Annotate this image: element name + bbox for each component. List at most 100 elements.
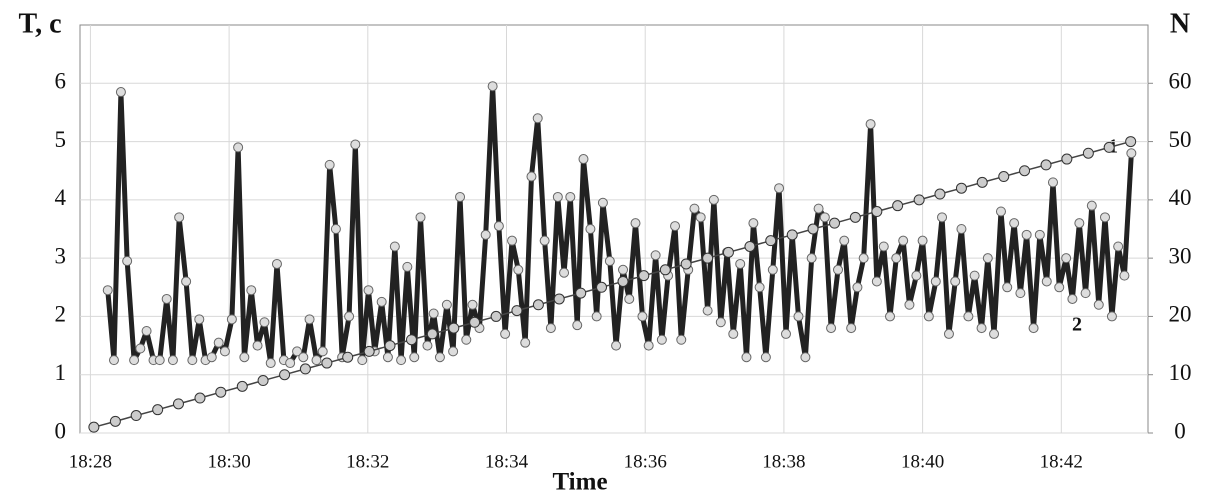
data-point	[793, 311, 804, 322]
data-point	[122, 256, 133, 267]
x-tick-label: 18:40	[901, 451, 944, 472]
data-point	[1082, 147, 1094, 159]
data-point	[141, 326, 152, 336]
data-point	[513, 264, 524, 275]
series-line	[105, 83, 1134, 366]
data-point	[618, 264, 629, 275]
data-point	[507, 235, 518, 246]
x-tick-label: 18:38	[762, 451, 805, 472]
data-point	[695, 212, 706, 223]
y-tick-label: 0	[55, 418, 67, 443]
data-point	[299, 363, 311, 375]
data-point	[559, 267, 570, 278]
data-point	[998, 171, 1010, 183]
data-point	[963, 311, 974, 322]
data-point	[102, 285, 113, 296]
data-point	[597, 197, 608, 208]
data-point	[511, 305, 523, 317]
data-point	[215, 386, 227, 398]
data-point	[585, 224, 596, 234]
data-point	[934, 188, 946, 200]
data-point	[904, 299, 915, 310]
data-point	[891, 253, 902, 264]
data-point	[285, 358, 296, 369]
data-point	[490, 310, 502, 322]
y-tick-label: 2	[55, 302, 67, 327]
data-point	[708, 194, 719, 205]
y2-tick-label: 10	[1169, 360, 1192, 385]
data-point	[532, 299, 544, 311]
data-point	[545, 323, 556, 334]
data-point	[384, 340, 396, 352]
y-tick-label: 5	[55, 127, 67, 152]
data-point	[950, 276, 961, 287]
data-point	[382, 352, 393, 363]
data-point	[487, 81, 498, 92]
data-point	[849, 211, 861, 223]
data-point	[415, 212, 426, 223]
data-point	[572, 320, 583, 331]
data-point	[715, 317, 726, 328]
data-point	[434, 352, 445, 363]
data-point	[829, 217, 841, 229]
data-point	[194, 392, 206, 404]
data-point	[969, 270, 980, 281]
data-point	[130, 410, 142, 422]
data-point	[976, 323, 987, 334]
data-point	[1093, 299, 1104, 310]
data-point	[826, 323, 837, 334]
data-point	[702, 252, 714, 264]
data-point	[702, 305, 713, 316]
data-point	[363, 345, 375, 357]
data-point	[1015, 288, 1026, 299]
data-point	[88, 421, 100, 433]
data-point	[428, 308, 439, 319]
y2-tick-label: 30	[1169, 243, 1192, 268]
data-point	[1106, 311, 1117, 322]
data-point	[878, 241, 889, 252]
data-point	[806, 253, 817, 264]
data-point	[1100, 212, 1111, 223]
data-point	[135, 343, 146, 354]
data-point	[1019, 165, 1031, 177]
data-point	[1103, 141, 1115, 153]
data-point	[115, 87, 126, 98]
data-point	[194, 314, 205, 325]
data-point	[1067, 293, 1078, 304]
data-point	[741, 352, 752, 363]
data-point	[624, 293, 635, 304]
data-point	[1074, 218, 1085, 229]
data-point	[461, 334, 472, 345]
data-point	[982, 253, 993, 264]
data-point	[765, 235, 777, 247]
data-point	[565, 191, 576, 202]
data-point	[643, 340, 654, 351]
data-point	[923, 311, 934, 322]
data-point	[259, 317, 270, 328]
data-point	[526, 171, 537, 182]
data-point	[1009, 218, 1020, 229]
data-point	[656, 334, 667, 345]
y2-tick-label: 40	[1169, 185, 1192, 210]
data-point	[426, 328, 438, 340]
data-point	[865, 119, 876, 130]
data-point	[1061, 153, 1073, 165]
data-point	[552, 191, 563, 202]
data-point	[409, 352, 420, 363]
data-point	[839, 235, 850, 246]
data-point	[596, 281, 608, 293]
data-point	[819, 212, 830, 223]
data-point	[995, 206, 1006, 217]
x-axis-title: Time	[552, 469, 607, 496]
x-tick-label: 18:34	[485, 451, 529, 472]
data-point	[659, 264, 671, 276]
data-point	[154, 355, 165, 366]
data-point	[206, 352, 217, 363]
data-point	[786, 229, 798, 241]
data-point	[330, 224, 341, 234]
data-point	[722, 246, 734, 258]
data-point	[1034, 229, 1045, 240]
y-tick-label: 4	[55, 185, 67, 210]
data-point	[298, 352, 309, 363]
